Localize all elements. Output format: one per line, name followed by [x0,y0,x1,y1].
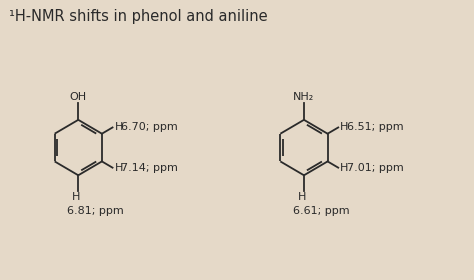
Text: H: H [73,192,81,202]
Text: 6.70; ppm: 6.70; ppm [121,122,178,132]
Text: H: H [115,122,123,132]
Text: NH₂: NH₂ [293,92,315,102]
Text: ¹H-NMR shifts in phenol and aniline: ¹H-NMR shifts in phenol and aniline [9,9,267,24]
Text: H: H [115,163,123,173]
Text: 7.01; ppm: 7.01; ppm [347,163,404,173]
Text: 6.51; ppm: 6.51; ppm [347,122,404,132]
Text: H: H [340,163,348,173]
Text: 7.14; ppm: 7.14; ppm [121,163,178,173]
Text: H: H [340,122,348,132]
Text: H: H [298,192,306,202]
Text: 6.81; ppm: 6.81; ppm [67,206,124,216]
Text: OH: OH [70,92,87,102]
Text: 6.61; ppm: 6.61; ppm [293,206,350,216]
